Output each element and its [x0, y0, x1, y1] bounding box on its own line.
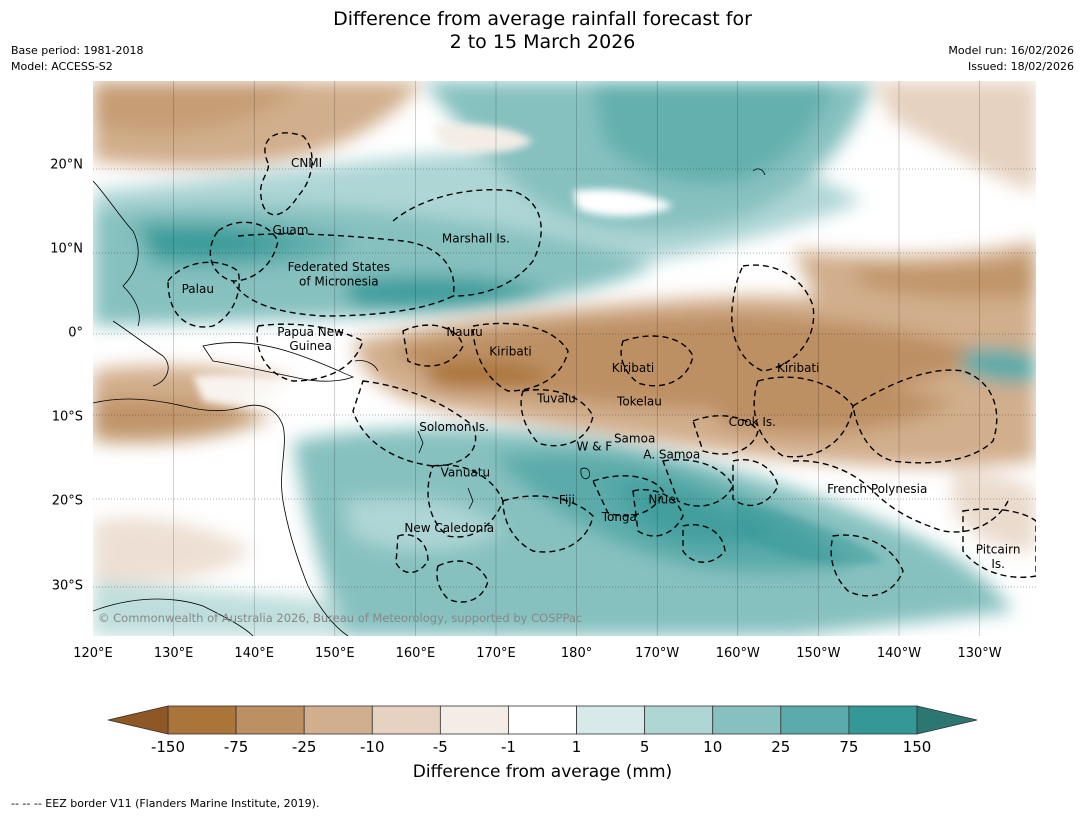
longitude-tick-label: 150°E [315, 646, 355, 661]
colorbar-tick-label: 5 [639, 738, 650, 756]
region-label: Kiribati [489, 344, 531, 358]
colorbar-segment [848, 705, 918, 735]
latitude-tick-label: 10°N [50, 241, 83, 257]
region-label: Palau [182, 282, 214, 296]
region-label: Niue [648, 492, 675, 506]
region-label: Solomon Is. [419, 420, 489, 434]
rainfall-anomaly-detail [193, 124, 883, 565]
region-label: Tokelau [616, 395, 662, 409]
region-label: French Polynesia [827, 482, 927, 496]
region-label: A. Samoa [643, 448, 700, 462]
region-label: New Caledonia [404, 521, 494, 535]
longitude-tick-label: 170°E [476, 646, 516, 661]
latitude-tick-label: 20°S [51, 493, 83, 509]
colorbar-segment [439, 705, 509, 735]
colorbar-segment [235, 705, 305, 735]
colorbar-segment [576, 705, 646, 735]
colorbar-tick-label: 1 [571, 738, 582, 756]
region-label: Is. [991, 557, 1005, 571]
colorbar-tick-label: -75 [223, 738, 249, 756]
region-label: Guam [272, 223, 308, 237]
colorbar-tick-label: 10 [703, 738, 723, 756]
region-label: Papua New [277, 325, 344, 339]
colorbar-segment [644, 705, 714, 735]
model-text: Model: ACCESS-S2 [11, 60, 113, 73]
colorbar-low-extend [107, 705, 169, 735]
longitude-tick-label: 130°E [153, 646, 194, 661]
longitude-tick-label: 170°W [635, 646, 680, 661]
region-label: Tonga [601, 510, 637, 524]
colorbar-segment [167, 705, 237, 735]
copyright-notice: © Commonwealth of Australia 2026, Bureau… [98, 611, 582, 625]
longitude-tick-label: 160°E [395, 646, 436, 661]
longitude-tick-label: 140°E [234, 646, 274, 661]
latitude-tick-label: 10°S [51, 409, 83, 425]
colorbar-segment [712, 705, 782, 735]
eez-borders [167, 132, 1036, 603]
region-label: Vanuatu [441, 465, 491, 479]
colorbar-tick-label: 25 [771, 738, 791, 756]
model-run-text: Model run: 16/02/2026 [948, 44, 1074, 57]
region-label: Kiribati [777, 361, 819, 375]
meta-right: Model run: 16/02/2026 Issued: 18/02/2026 [948, 43, 1074, 75]
colorbar [107, 705, 978, 735]
base-period-text: Base period: 1981-2018 [11, 44, 144, 57]
region-label: of Micronesia [299, 274, 379, 288]
latitude-tick-label: 20°N [50, 157, 83, 173]
map-title-line-1: Difference from average rainfall forecas… [333, 8, 752, 30]
rainfall-map: CNMI Guam Marshall Is. Federated States of M… [93, 81, 1036, 636]
longitude-tick-label: 150°W [796, 646, 841, 661]
longitude-tick-label: 140°W [876, 646, 922, 661]
colorbar-tick-label: -10 [360, 738, 385, 756]
rainfall-anomaly-field [93, 81, 1036, 636]
region-label: Nauru [446, 325, 482, 339]
longitude-tick-label: 160°W [715, 646, 760, 661]
issued-text: Issued: 18/02/2026 [967, 60, 1074, 73]
meta-left: Base period: 1981-2018 Model: ACCESS-S2 [11, 43, 143, 75]
colorbar-tick-label: -1 [500, 738, 516, 756]
region-label: Kiribati [612, 361, 654, 375]
colorbar-tick-label: -150 [150, 738, 186, 756]
colorbar-tick-label: 75 [839, 738, 859, 756]
region-label: Marshall Is. [442, 232, 510, 246]
region-label: Cook Is. [729, 415, 776, 429]
region-label: Guinea [289, 339, 332, 353]
colorbar-title: Difference from average (mm) [412, 762, 673, 782]
colorbar-segment [371, 705, 441, 735]
region-label: Federated States [288, 260, 390, 274]
colorbar-segment [508, 705, 577, 735]
region-label: Tuvalu [536, 391, 576, 405]
colorbar-segment [780, 705, 850, 735]
region-label: W & F [576, 439, 612, 453]
latitude-lines [93, 168, 1036, 588]
coastlines [93, 168, 766, 636]
eez-border-footnote: -- -- -- EEZ border V11 (Flanders Marine… [11, 797, 320, 810]
region-label: Pitcairn [976, 543, 1021, 557]
colorbar-tick-label: 150 [902, 738, 932, 756]
region-label: Fiji [559, 493, 575, 507]
colorbar-tick-label: -25 [291, 738, 317, 756]
latitude-tick-label: 0° [68, 325, 83, 341]
longitude-tick-label: 120°E [73, 646, 113, 661]
region-label: CNMI [291, 156, 322, 170]
colorbar-high-extend [916, 705, 978, 735]
latitude-tick-label: 30°S [51, 578, 83, 594]
longitude-tick-label: 180° [560, 646, 593, 661]
colorbar-segments [107, 705, 978, 735]
colorbar-tick-label: -5 [432, 738, 448, 756]
longitude-tick-label: 130°W [957, 646, 1002, 661]
colorbar-segment [303, 705, 373, 735]
map-title-line-2: 2 to 15 March 2026 [449, 31, 636, 53]
region-label: Samoa [614, 432, 655, 446]
grid-lines [173, 81, 980, 636]
